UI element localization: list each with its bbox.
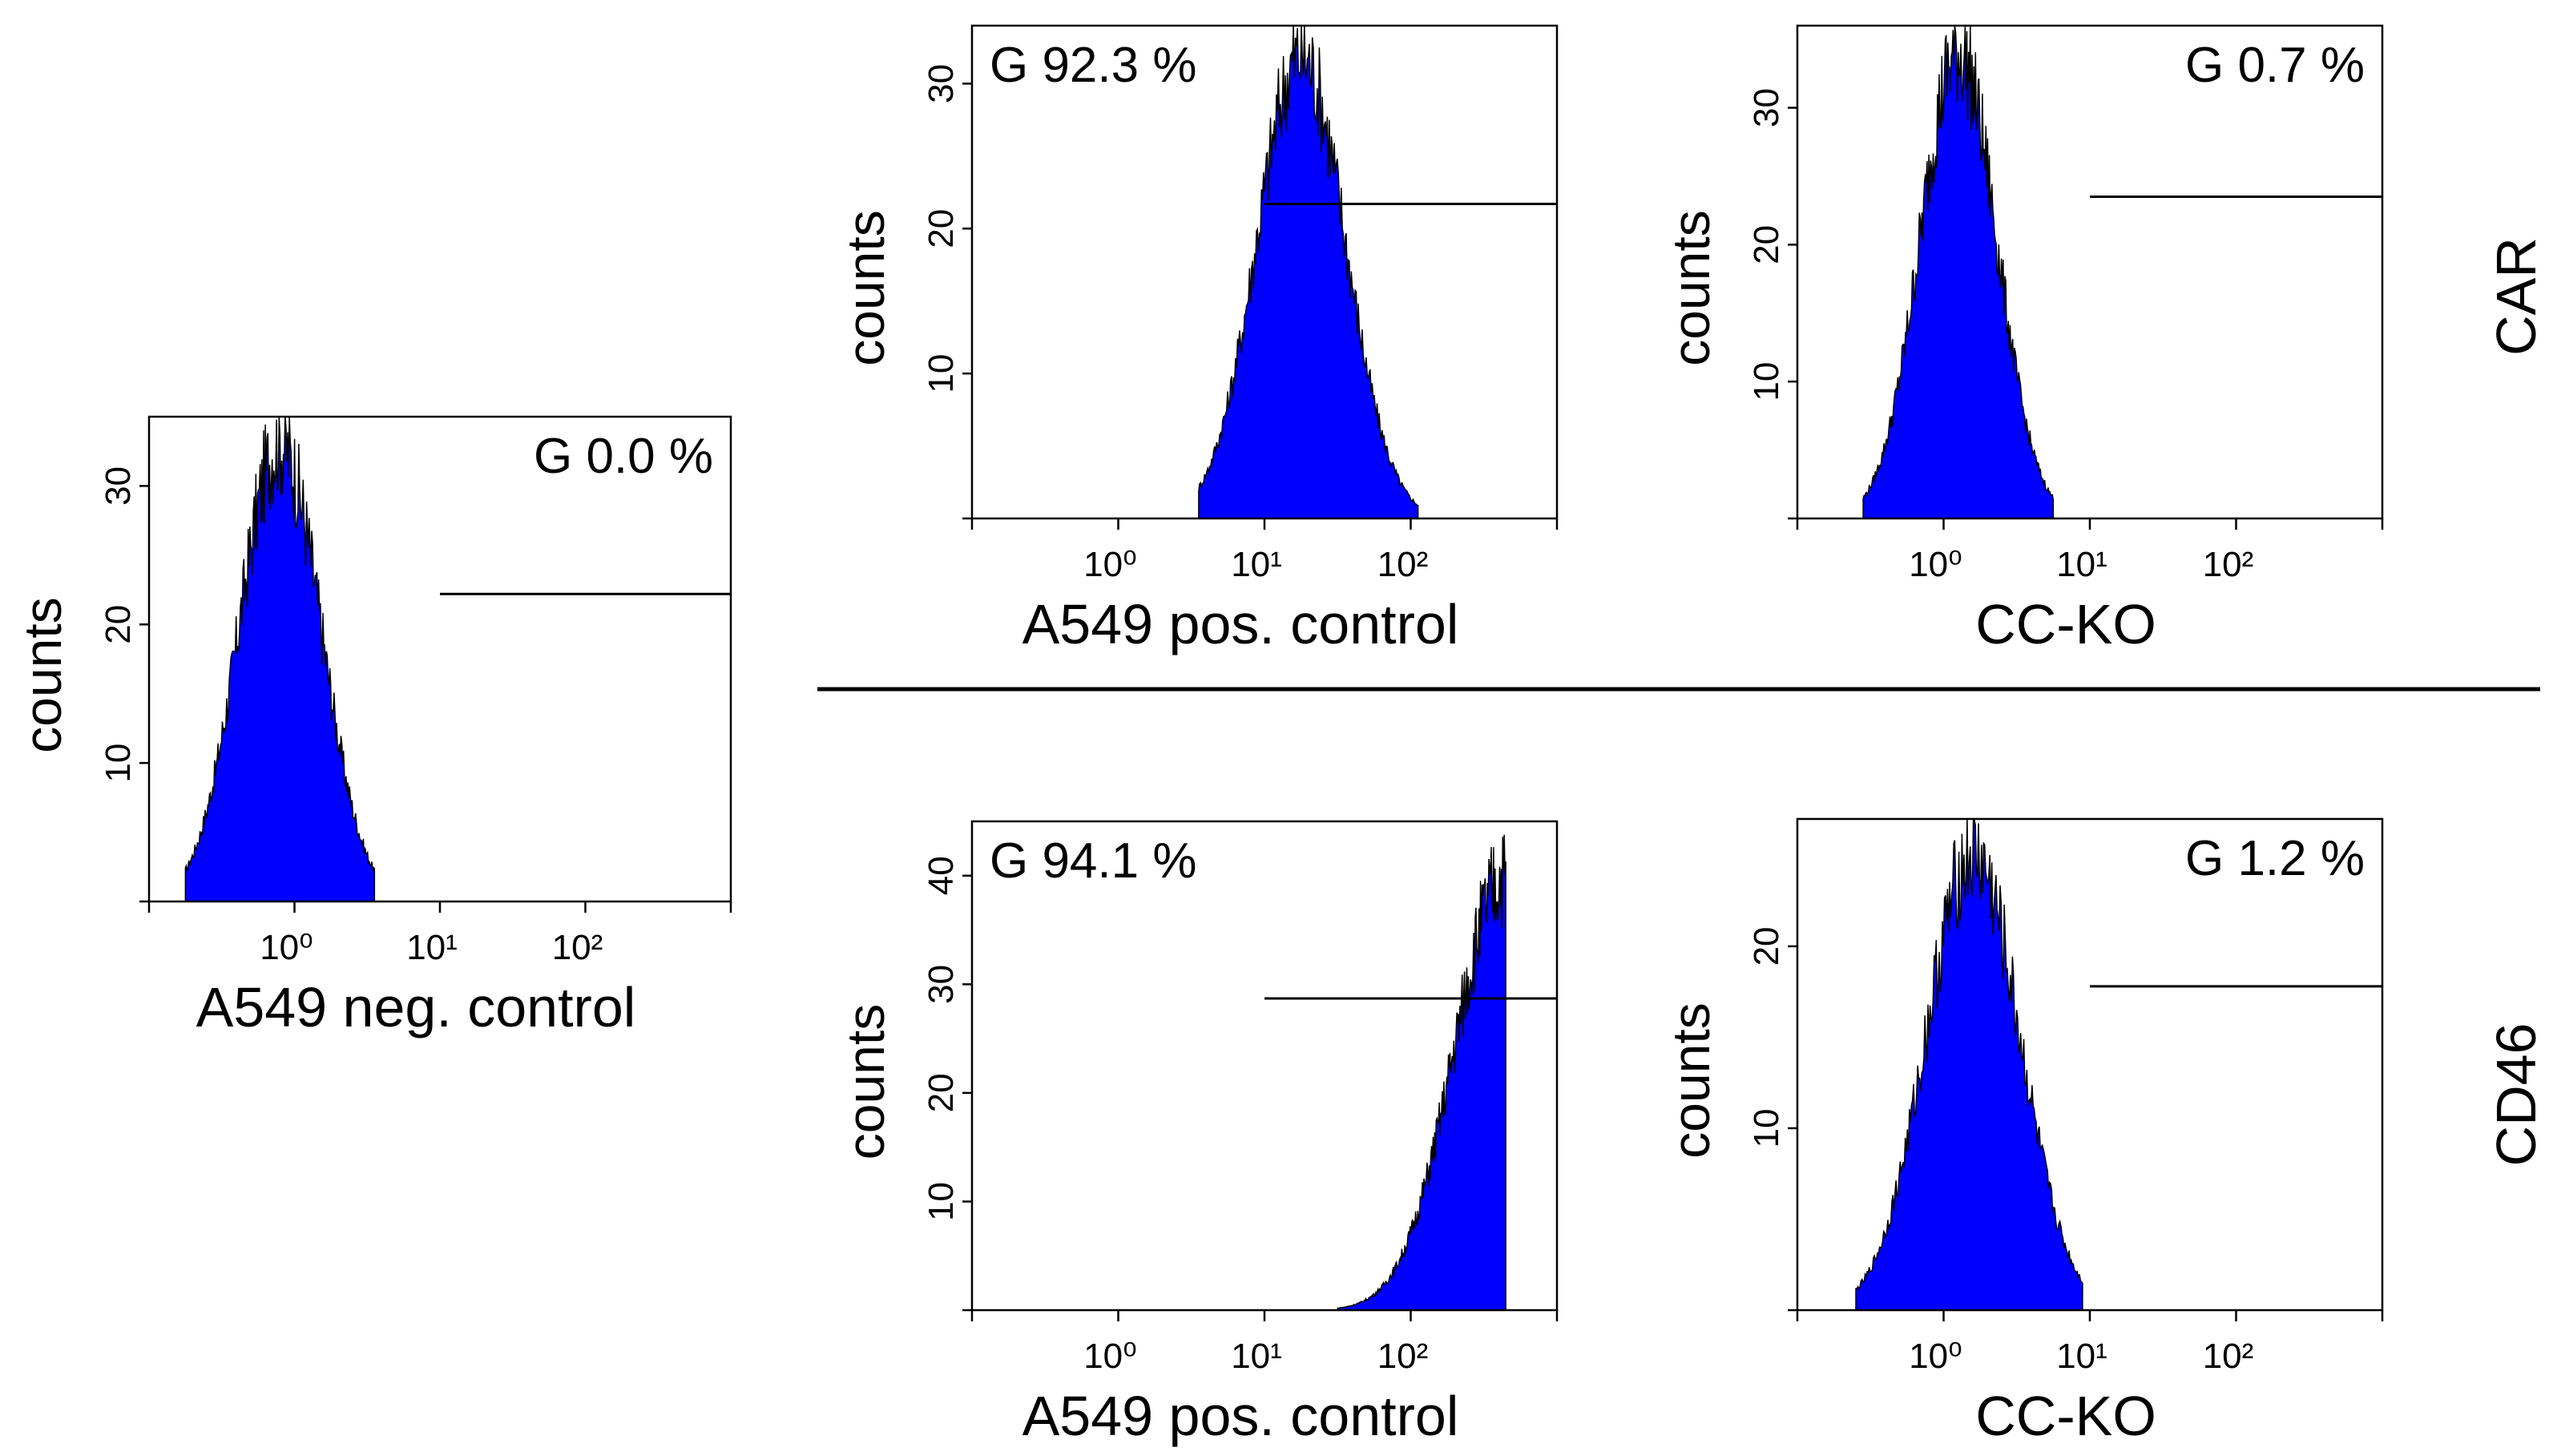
y-tick-label: 30 <box>99 466 138 506</box>
y-tick-label: 10 <box>922 354 961 393</box>
x-tick-label: 10⁰ <box>1909 1337 1962 1376</box>
histogram-area <box>184 416 376 902</box>
y-tick-label: 10 <box>922 1182 961 1221</box>
x-tick-label: 10¹ <box>2056 545 2107 584</box>
y-tick-label: 20 <box>99 605 138 644</box>
x-tick-label: 10¹ <box>406 928 458 967</box>
x-axis-label: CC-KO <box>1975 1385 2156 1447</box>
gate-percentage-label: G 0.7 % <box>2185 38 2365 93</box>
y-axis-label: counts <box>13 597 72 752</box>
gate-percentage-label: G 92.3 % <box>990 38 1196 93</box>
x-tick-label: 10² <box>552 928 603 967</box>
x-tick-label: 10² <box>2203 1337 2254 1376</box>
y-tick-label: 20 <box>1747 225 1786 264</box>
y-axis-label: counts <box>836 1004 895 1160</box>
x-tick-label: 10² <box>1377 545 1429 584</box>
gate-percentage-label: G 94.1 % <box>990 833 1196 889</box>
x-tick-label: 10⁰ <box>1083 545 1137 584</box>
y-tick-label: 30 <box>922 64 961 103</box>
y-axis-label: counts <box>1661 1002 1720 1158</box>
histogram-panel-cd46-pos-control: G 94.1 % 10 20 30 40 10⁰ 10¹ 10² A549 pos. contr… <box>836 820 1559 1447</box>
histogram-panel-cd46-cc-ko: G 1.2 % 10 20 10⁰ 10¹ 10² CC-KO counts <box>1661 817 2384 1447</box>
charts-layer: G 0.0 % 10 20 30 10⁰ 10¹ 10² A549 neg. control c… <box>13 24 2384 1447</box>
x-tick-label: 10⁰ <box>1909 545 1962 584</box>
histogram-area <box>1855 817 2083 1311</box>
x-tick-label: 10¹ <box>1231 545 1282 584</box>
x-axis-label: A549 pos. control <box>1022 1385 1459 1447</box>
y-tick-label: 20 <box>1747 926 1786 966</box>
x-axis-label: CC-KO <box>1975 593 2156 655</box>
histogram-area <box>1198 25 1419 519</box>
histogram-area <box>1337 834 1506 1311</box>
y-tick-label: 10 <box>1747 362 1786 401</box>
gate-percentage-label: G 1.2 % <box>2185 831 2365 886</box>
y-tick-label: 40 <box>922 856 961 895</box>
x-tick-label: 10⁰ <box>260 928 313 967</box>
x-tick-label: 10¹ <box>2056 1337 2107 1376</box>
x-tick-label: 10⁰ <box>1083 1337 1137 1376</box>
x-axis-label: A549 neg. control <box>196 976 636 1039</box>
x-tick-label: 10² <box>2203 545 2254 584</box>
histogram-area <box>1862 25 2055 519</box>
y-tick-label: 10 <box>1747 1108 1786 1147</box>
y-tick-label: 20 <box>922 1073 961 1112</box>
y-tick-label: 10 <box>99 744 138 783</box>
y-tick-label: 30 <box>922 965 961 1004</box>
histogram-panel-car-pos-control: G 92.3 % 10 20 30 10⁰ 10¹ 10² A549 pos. control… <box>836 24 1559 655</box>
y-tick-label: 30 <box>1747 88 1786 127</box>
y-tick-label: 20 <box>922 209 961 248</box>
histogram-panel-neg-control: G 0.0 % 10 20 30 10⁰ 10¹ 10² A549 neg. control c… <box>13 415 732 1039</box>
x-tick-label: 10¹ <box>1231 1337 1282 1376</box>
row-label-cd46: CD46 <box>2485 1023 2547 1167</box>
row-label-car: CAR <box>2485 237 2547 356</box>
y-axis-label: counts <box>836 210 895 365</box>
x-tick-label: 10² <box>1377 1337 1429 1376</box>
histogram-panel-car-cc-ko: G 0.7 % 10 20 30 10⁰ 10¹ 10² CC-KO counts <box>1661 24 2384 655</box>
x-axis-label: A549 pos. control <box>1022 593 1459 655</box>
y-axis-label: counts <box>1661 210 1720 365</box>
gate-percentage-label: G 0.0 % <box>534 429 713 484</box>
